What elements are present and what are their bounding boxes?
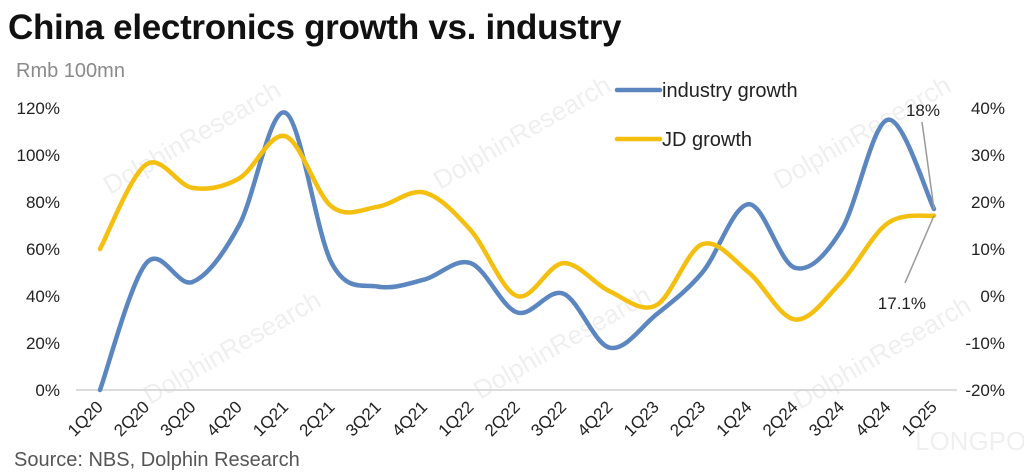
x-tick-label: 1Q21 — [249, 397, 292, 440]
y-right-tick-label: 40% — [971, 99, 1005, 118]
y-right-tick-label: 0% — [980, 287, 1005, 306]
x-tick-label: 4Q20 — [203, 397, 246, 440]
watermark-text: DolphinResearch — [138, 284, 326, 410]
y-left-tick-label: 60% — [26, 240, 60, 259]
x-tick-label: 3Q22 — [527, 397, 570, 440]
watermark-brand: LONGPORT — [915, 426, 1024, 456]
legend-label-industry-growth: industry growth — [662, 80, 798, 102]
y-right-tick-label: -10% — [965, 334, 1005, 353]
x-tick-label: 2Q22 — [481, 397, 524, 440]
watermark-text: DolphinResearch — [98, 74, 286, 200]
watermark-text: DolphinResearch — [428, 69, 616, 195]
y-right-tick-label: -20% — [965, 381, 1005, 400]
legend: industry growth JD growth — [617, 80, 798, 151]
y-left-tick-label: 0% — [35, 381, 60, 400]
y-left-tick-label: 80% — [26, 193, 60, 212]
annotation-industry-end: 18% — [906, 101, 940, 120]
y-left-tick-label: 20% — [26, 334, 60, 353]
source-note: Source: NBS, Dolphin Research — [14, 449, 300, 472]
x-tick-label: 2Q21 — [296, 397, 339, 440]
annotation-leader — [905, 216, 934, 283]
y-left-tick-label: 120% — [17, 99, 60, 118]
x-tick-label: 2Q23 — [666, 397, 709, 440]
x-tick-label: 4Q21 — [388, 397, 431, 440]
x-tick-label: 1Q23 — [620, 397, 663, 440]
x-tick-label: 1Q20 — [64, 397, 107, 440]
y-left-tick-label: 40% — [26, 287, 60, 306]
x-tick-label: 2Q20 — [110, 397, 153, 440]
y-right-tick-label: 10% — [971, 240, 1005, 259]
y-left-tick-label: 100% — [17, 146, 60, 165]
x-tick-label: 4Q22 — [574, 397, 617, 440]
x-tick-label: 3Q21 — [342, 397, 385, 440]
y-right-tick-label: 20% — [971, 193, 1005, 212]
x-tick-label: 4Q24 — [852, 397, 895, 440]
y-right-tick-label: 30% — [971, 146, 1005, 165]
x-tick-label: 1Q22 — [435, 397, 478, 440]
x-tick-label: 1Q24 — [713, 397, 756, 440]
legend-label-jd-growth: JD growth — [662, 129, 752, 151]
annotation-jd-end: 17.1% — [878, 294, 926, 313]
